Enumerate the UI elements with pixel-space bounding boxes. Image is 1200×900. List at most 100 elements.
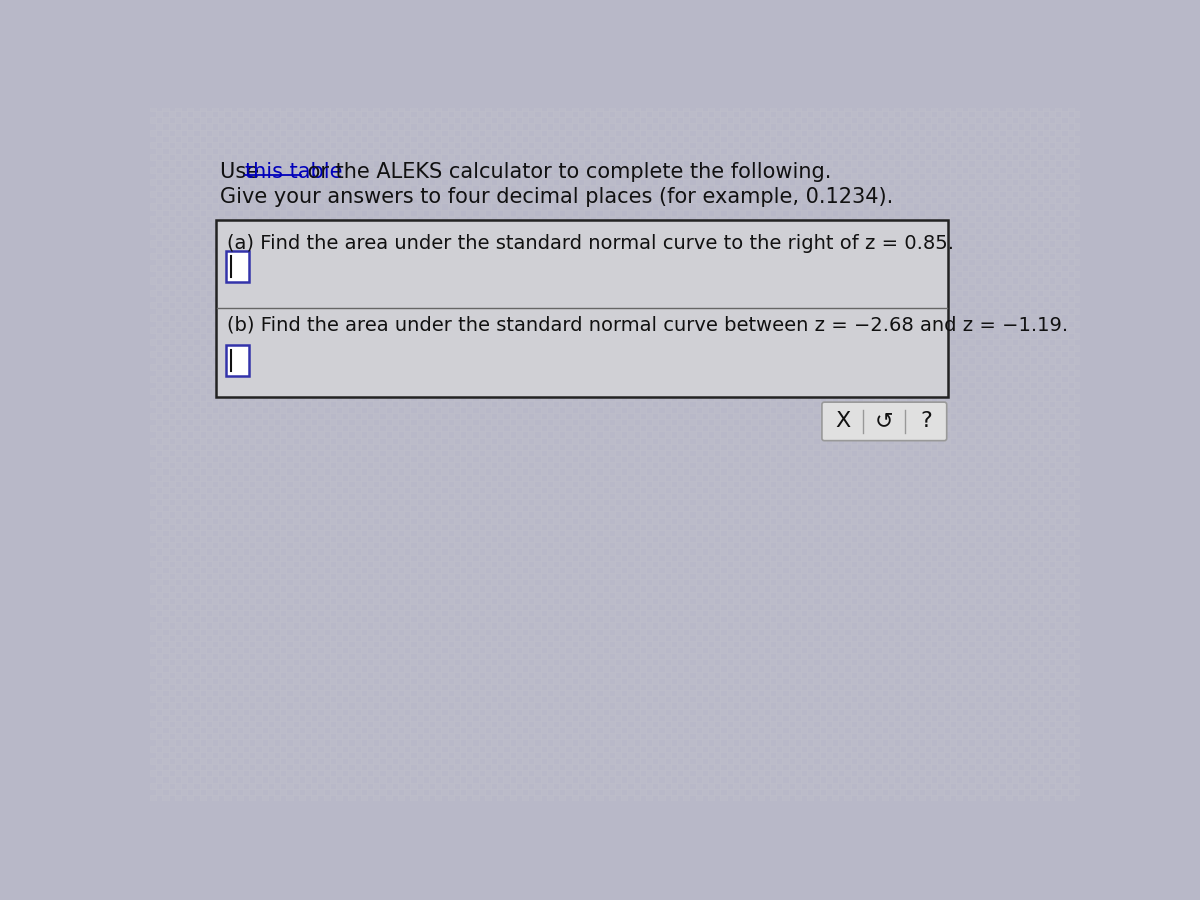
Bar [473, 758, 479, 764]
Bar [181, 702, 187, 708]
Bar [436, 339, 442, 346]
Bar [1062, 604, 1068, 610]
Bar [299, 437, 305, 444]
Bar [565, 123, 571, 130]
Bar [547, 548, 553, 554]
Bar [727, 481, 733, 487]
Bar [1055, 290, 1062, 296]
Bar [250, 179, 256, 185]
Bar [541, 382, 547, 388]
Bar [646, 253, 653, 259]
Bar [968, 179, 974, 185]
Bar [274, 561, 281, 567]
Bar [913, 210, 919, 216]
Bar [256, 591, 262, 598]
Bar [900, 530, 906, 536]
Bar [578, 136, 584, 142]
Bar [851, 357, 857, 364]
Bar [534, 548, 541, 554]
Bar [199, 770, 206, 777]
Bar [391, 444, 398, 450]
Bar [199, 179, 206, 185]
Bar [863, 777, 869, 782]
Bar [956, 302, 962, 308]
Bar [528, 641, 534, 647]
Bar [925, 567, 931, 573]
Bar [516, 370, 522, 376]
Bar [906, 277, 913, 284]
Bar [448, 610, 454, 616]
Bar [305, 136, 311, 142]
Bar [1025, 197, 1031, 203]
Bar [416, 247, 422, 253]
Bar [460, 290, 466, 296]
Bar [727, 370, 733, 376]
Bar [782, 524, 788, 530]
Bar [863, 296, 869, 302]
Bar [436, 573, 442, 580]
Bar [931, 290, 937, 296]
Bar [218, 702, 224, 708]
Bar [646, 327, 653, 333]
Bar [448, 228, 454, 234]
Bar [224, 500, 230, 505]
Bar [330, 653, 336, 660]
Bar [634, 302, 640, 308]
Bar [305, 543, 311, 548]
Bar [994, 105, 1000, 111]
Bar [287, 364, 293, 370]
Bar [1025, 284, 1031, 290]
Bar [479, 604, 485, 610]
Bar [653, 123, 659, 130]
Bar [1006, 634, 1012, 641]
Bar [385, 660, 391, 665]
Bar [794, 474, 802, 481]
Bar [994, 266, 1000, 271]
Bar [602, 357, 608, 364]
Bar [330, 123, 336, 130]
Bar [175, 166, 181, 173]
Bar [466, 419, 473, 425]
Bar [485, 253, 491, 259]
Bar [616, 665, 622, 671]
Bar [236, 697, 242, 702]
Bar [224, 463, 230, 468]
Bar [1000, 136, 1006, 142]
Bar [287, 216, 293, 222]
Bar [602, 468, 608, 474]
Bar [616, 530, 622, 536]
Bar [422, 647, 430, 653]
Bar [373, 327, 379, 333]
Bar [640, 777, 646, 782]
Bar [224, 376, 230, 382]
Bar [820, 758, 826, 764]
Bar [342, 185, 348, 191]
Bar [1031, 437, 1037, 444]
Bar [596, 524, 602, 530]
Bar [565, 591, 571, 598]
Bar [882, 770, 888, 777]
Bar [150, 130, 156, 136]
Bar [653, 111, 659, 117]
Bar [596, 166, 602, 173]
Bar [336, 598, 342, 604]
Bar [1068, 277, 1074, 284]
Bar [448, 463, 454, 468]
Bar [980, 253, 988, 259]
Bar [281, 604, 287, 610]
Bar [571, 142, 578, 148]
Bar [268, 382, 274, 388]
Bar [608, 425, 616, 431]
Bar [1037, 173, 1043, 179]
Bar [212, 339, 218, 346]
Bar [720, 548, 727, 554]
Bar [162, 302, 168, 308]
Bar [770, 721, 776, 727]
Bar [268, 123, 274, 130]
Bar [559, 266, 565, 271]
Bar [820, 795, 826, 801]
Bar [187, 634, 193, 641]
Bar [733, 154, 739, 160]
Bar [943, 474, 950, 481]
Bar [491, 641, 497, 647]
